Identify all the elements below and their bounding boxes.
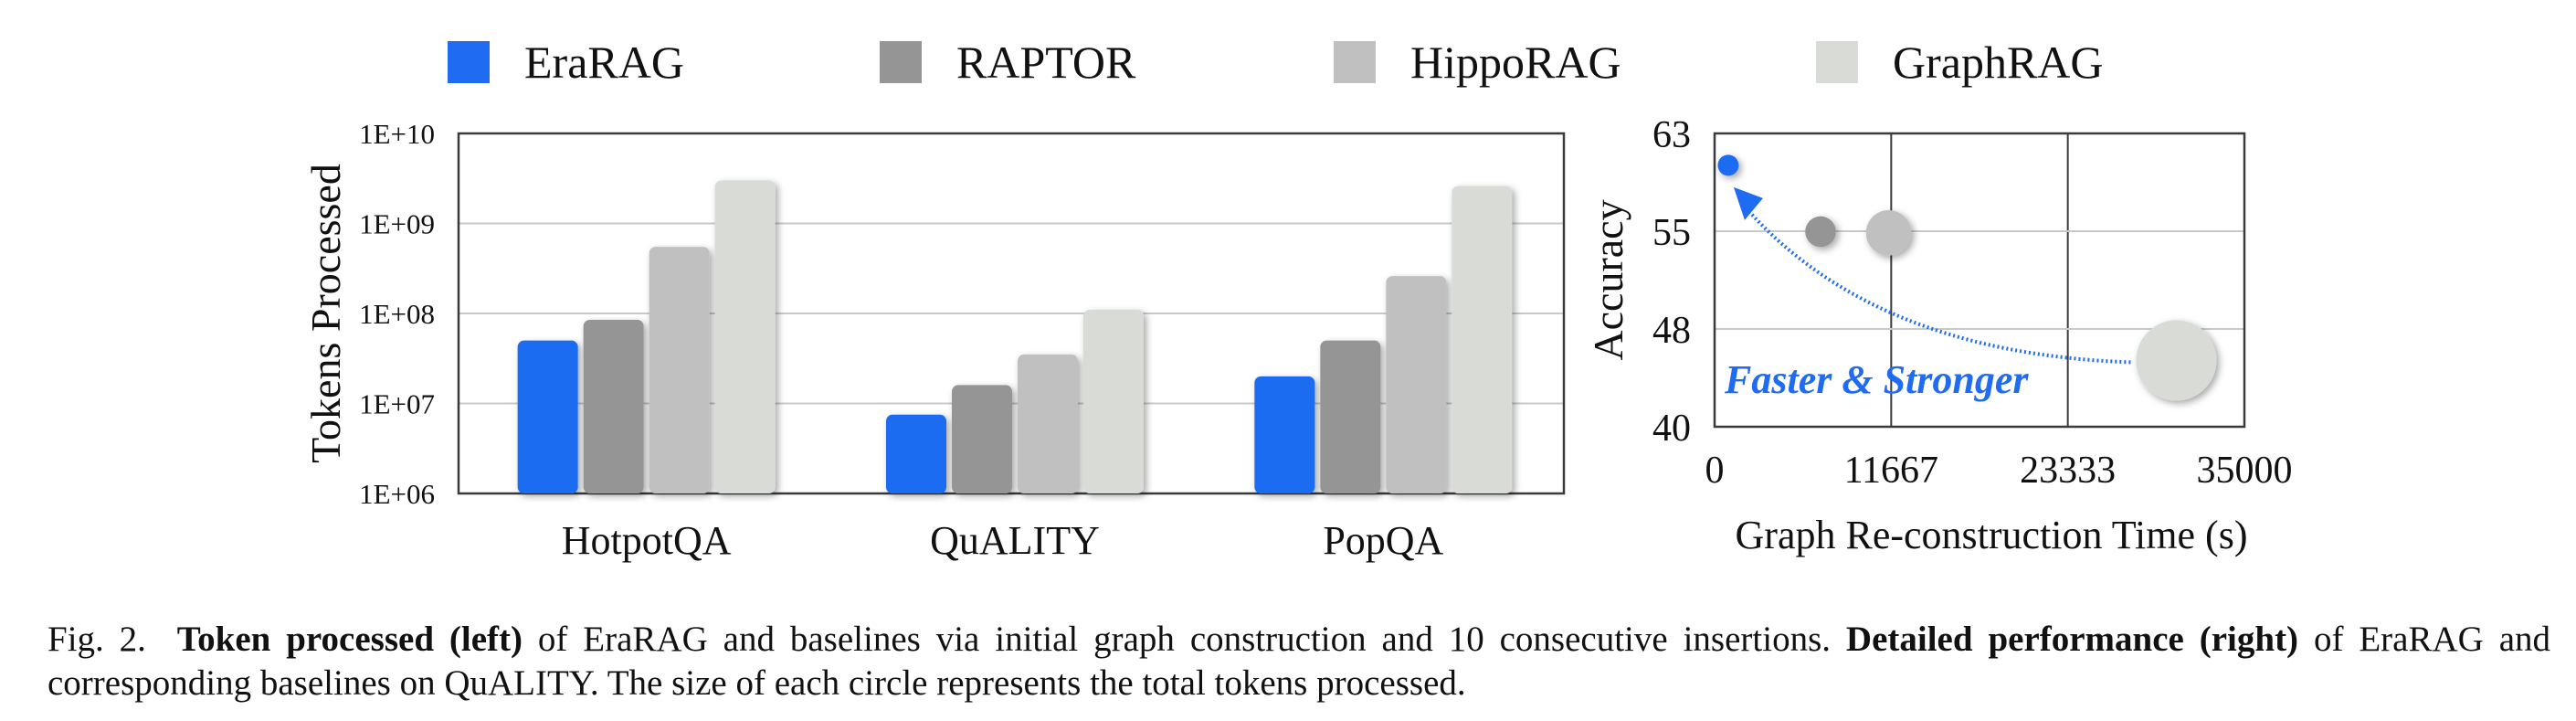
scatter-chart: 40 48 55 63 0 11667 23333 35000 Graph Re-constru… [1585, 114, 2293, 557]
x-axis-label: Graph Re-construction Time (s) [1736, 513, 2248, 557]
bar-hipporag [649, 247, 710, 493]
legend-label: EraRAG [524, 37, 684, 88]
y-tick-label: 1E+07 [359, 388, 435, 420]
legend-swatch [880, 41, 922, 83]
bar-hipporag [1386, 276, 1447, 493]
annotation-arrow [1737, 198, 2131, 365]
legend-label: HippoRAG [1410, 37, 1621, 88]
caption-text-right: of EraRAG and corresponding baselines on… [48, 620, 2551, 703]
bubble-erarag [1717, 154, 1739, 176]
y-tick-label: 1E+08 [359, 298, 435, 330]
legend-item: GraphRAG [1816, 26, 2104, 99]
annotation-label: Faster & Stronger [1724, 357, 2029, 402]
y-tick-label: 1E+10 [359, 118, 435, 150]
plot-frame [1713, 132, 2246, 429]
legend-swatch [1816, 41, 1858, 83]
bar-raptor [1320, 340, 1381, 493]
y-tick-label: 40 [1652, 408, 1691, 450]
x-tick-label: 0 [1705, 450, 1725, 492]
y-tick-label: 48 [1652, 310, 1691, 352]
bubble-graphrag [2136, 320, 2217, 401]
x-tick-label: 11667 [1844, 450, 1938, 492]
bar-graphrag [714, 180, 776, 494]
y-tick-label: 55 [1652, 212, 1691, 254]
bar-raptor [583, 319, 644, 493]
x-category-label: PopQA [1323, 518, 1443, 563]
y-tick-label: 1E+06 [359, 478, 435, 510]
bar-chart: 1E+06 1E+07 1E+08 1E+09 1E+10 Tokens Processe… [302, 118, 1566, 563]
x-tick-label: 23333 [2020, 450, 2116, 492]
x-category-label: HotpotQA [562, 518, 732, 563]
legend-item: HippoRAG [1334, 26, 1621, 99]
caption-bold-left: Token processed (left) [176, 620, 523, 659]
bar-raptor [952, 385, 1012, 493]
bar-graphrag [1083, 309, 1144, 493]
legend-swatch [448, 41, 490, 83]
legend-item: RAPTOR [880, 26, 1135, 99]
bar-erarag [517, 340, 578, 493]
y-tick-label: 1E+09 [359, 208, 435, 240]
annotation-arrowhead [1733, 186, 1763, 220]
figure-caption: Fig. 2. Token processed (left) of EraRAG… [48, 618, 2550, 705]
y-tick-label: 63 [1652, 114, 1691, 156]
bubble-hipporag [1865, 210, 1912, 256]
legend-item: EraRAG [448, 26, 684, 99]
x-tick-label: 35000 [2197, 450, 2293, 492]
legend-label: GraphRAG [1893, 37, 2104, 88]
bar-hipporag [1018, 354, 1078, 493]
chart-area: 1E+06 1E+07 1E+08 1E+09 1E+10 Tokens Processe… [302, 114, 2293, 563]
legend-swatch [1334, 41, 1376, 83]
legend-label: RAPTOR [956, 37, 1136, 88]
bar-graphrag [1452, 186, 1513, 493]
y-axis-label: Tokens Processed [302, 164, 349, 463]
bubble-raptor [1805, 216, 1836, 248]
caption-text-left: of EraRAG and baselines via initial grap… [537, 620, 1832, 659]
x-category-label: QuALITY [930, 518, 1100, 563]
bar-erarag [886, 414, 946, 493]
bar-erarag [1254, 376, 1315, 493]
caption-bold-right: Detailed performance (right) [1845, 620, 2299, 659]
plot-frame [457, 132, 1566, 495]
y-axis-label: Accuracy [1585, 199, 1631, 360]
legend: EraRAG RAPTOR HippoRAG GraphRAG [0, 26, 2576, 99]
caption-fig-label: Fig. 2. [48, 620, 146, 659]
